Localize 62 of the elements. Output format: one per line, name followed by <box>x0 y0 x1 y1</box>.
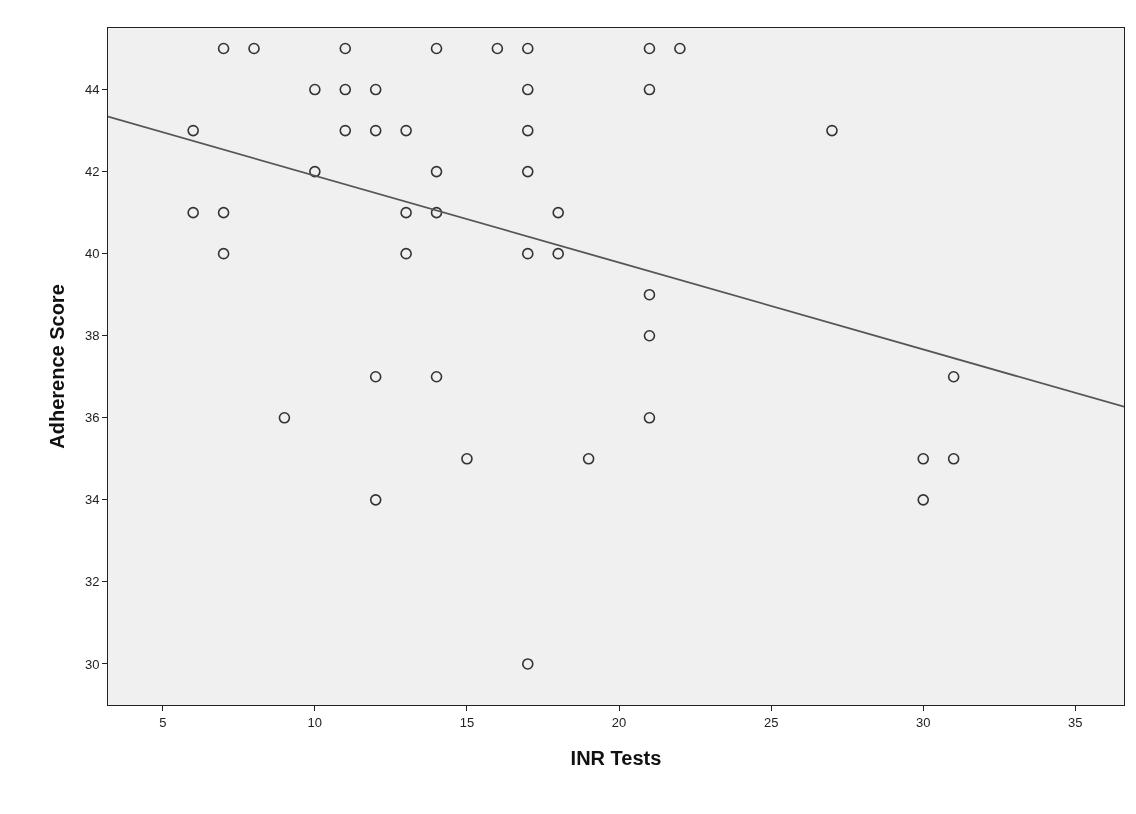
point <box>369 83 382 96</box>
y-tick-label: 40 <box>84 246 100 262</box>
point <box>461 453 473 465</box>
point <box>643 42 656 55</box>
point <box>552 206 564 219</box>
x-tick-label: 15 <box>459 714 475 730</box>
x-tick-label: 20 <box>611 714 627 730</box>
y-tick-label: 44 <box>84 82 100 98</box>
point <box>491 42 504 55</box>
point <box>674 42 686 55</box>
point <box>430 42 443 55</box>
point <box>552 247 564 260</box>
point <box>521 658 534 670</box>
point <box>369 124 382 137</box>
point <box>430 165 443 178</box>
point <box>643 83 656 96</box>
point <box>521 165 534 178</box>
x-tick-label: 5 <box>159 714 167 730</box>
point <box>643 411 656 424</box>
x-tick-label: 10 <box>307 714 323 730</box>
point <box>643 288 656 301</box>
point <box>309 83 321 96</box>
point <box>217 206 230 219</box>
point <box>643 329 656 342</box>
point <box>917 453 930 465</box>
y-tick-label: 36 <box>84 410 100 426</box>
x-tick-label: 25 <box>763 714 779 730</box>
point <box>400 124 412 137</box>
point <box>947 453 960 465</box>
y-tick-label: 38 <box>84 328 100 344</box>
y-tick-label: 42 <box>84 164 100 180</box>
point <box>947 370 960 383</box>
point <box>826 124 838 137</box>
x-tick-label: 30 <box>916 714 931 730</box>
point <box>217 42 230 55</box>
point <box>917 494 930 506</box>
y-tick-label: 32 <box>84 574 100 590</box>
point <box>217 247 230 260</box>
point <box>521 42 534 55</box>
point <box>187 124 199 137</box>
point <box>521 83 534 96</box>
x-tick-label: 35 <box>1068 714 1083 730</box>
x-axis-title: INR Tests <box>570 747 662 770</box>
point <box>400 206 412 219</box>
point <box>278 411 291 424</box>
point <box>248 42 260 55</box>
point <box>187 206 199 219</box>
point <box>339 42 352 55</box>
point <box>369 370 382 383</box>
point <box>339 124 352 137</box>
point <box>339 83 352 96</box>
y-tick-label: 34 <box>84 492 100 508</box>
y-tick-label: 30 <box>84 656 100 672</box>
point <box>400 247 412 260</box>
point <box>309 165 321 178</box>
point <box>430 370 443 383</box>
y-axis-title: Adherence Score <box>46 284 69 449</box>
point <box>369 494 382 506</box>
point <box>430 206 443 219</box>
point <box>521 124 534 137</box>
point <box>582 453 595 465</box>
point <box>521 247 534 260</box>
